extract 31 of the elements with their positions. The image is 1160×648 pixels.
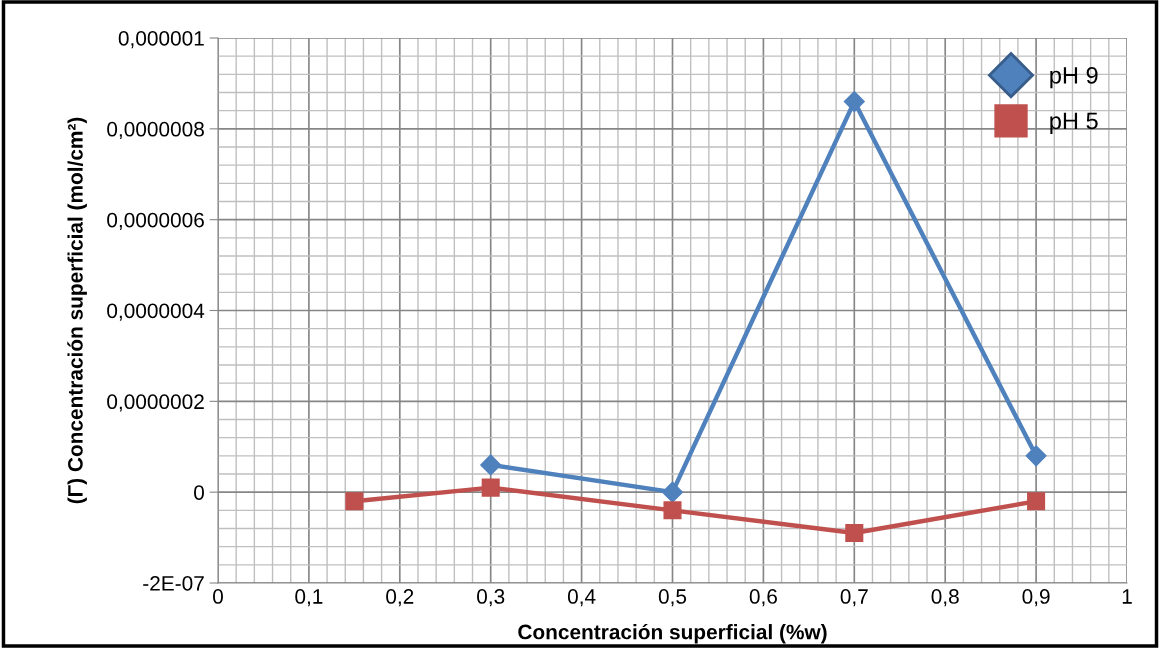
y-tick-label: 0,0000008 bbox=[107, 121, 204, 140]
y-tick-label: 0 bbox=[194, 485, 204, 500]
point bbox=[480, 454, 502, 476]
y-tick-label: 0,0000006 bbox=[107, 212, 204, 230]
x-tick-label: 0,5 bbox=[658, 589, 687, 607]
x-tick-label: 0 bbox=[213, 589, 223, 604]
x-tick-label: 0,8 bbox=[931, 589, 959, 607]
x-tick-label: 0,4 bbox=[567, 589, 596, 607]
y-tick-label: 0,0000004 bbox=[107, 303, 205, 321]
x-tick-label: 0,1 bbox=[295, 589, 323, 607]
x-tick-label: 0,6 bbox=[749, 589, 777, 607]
point bbox=[845, 524, 864, 543]
x-tick-label: 0,2 bbox=[386, 589, 414, 607]
point bbox=[1027, 492, 1046, 511]
point bbox=[843, 91, 865, 113]
y-tick-label: 0,0000002 bbox=[107, 394, 204, 412]
point bbox=[1025, 445, 1047, 467]
legend-label: pH 5 bbox=[1050, 112, 1098, 134]
y-tick-label: 0,000001 bbox=[118, 31, 204, 49]
x-tick-label: 0,3 bbox=[477, 589, 505, 607]
point bbox=[481, 478, 500, 497]
legend-label: pH 9 bbox=[1050, 66, 1098, 89]
point bbox=[345, 492, 364, 511]
point bbox=[663, 501, 682, 520]
x-tick-label: 1 bbox=[1122, 589, 1132, 604]
y-tick-label: -2E-07 bbox=[143, 576, 204, 591]
point bbox=[661, 481, 684, 503]
x-tick-label: 0,7 bbox=[840, 589, 868, 607]
y-axis-title: (Γ) Concentración superficial (mol/cm²) bbox=[67, 117, 87, 504]
x-axis-title: Concentración superficial (%w) bbox=[518, 623, 827, 644]
x-tick-label: 0,9 bbox=[1022, 589, 1050, 607]
